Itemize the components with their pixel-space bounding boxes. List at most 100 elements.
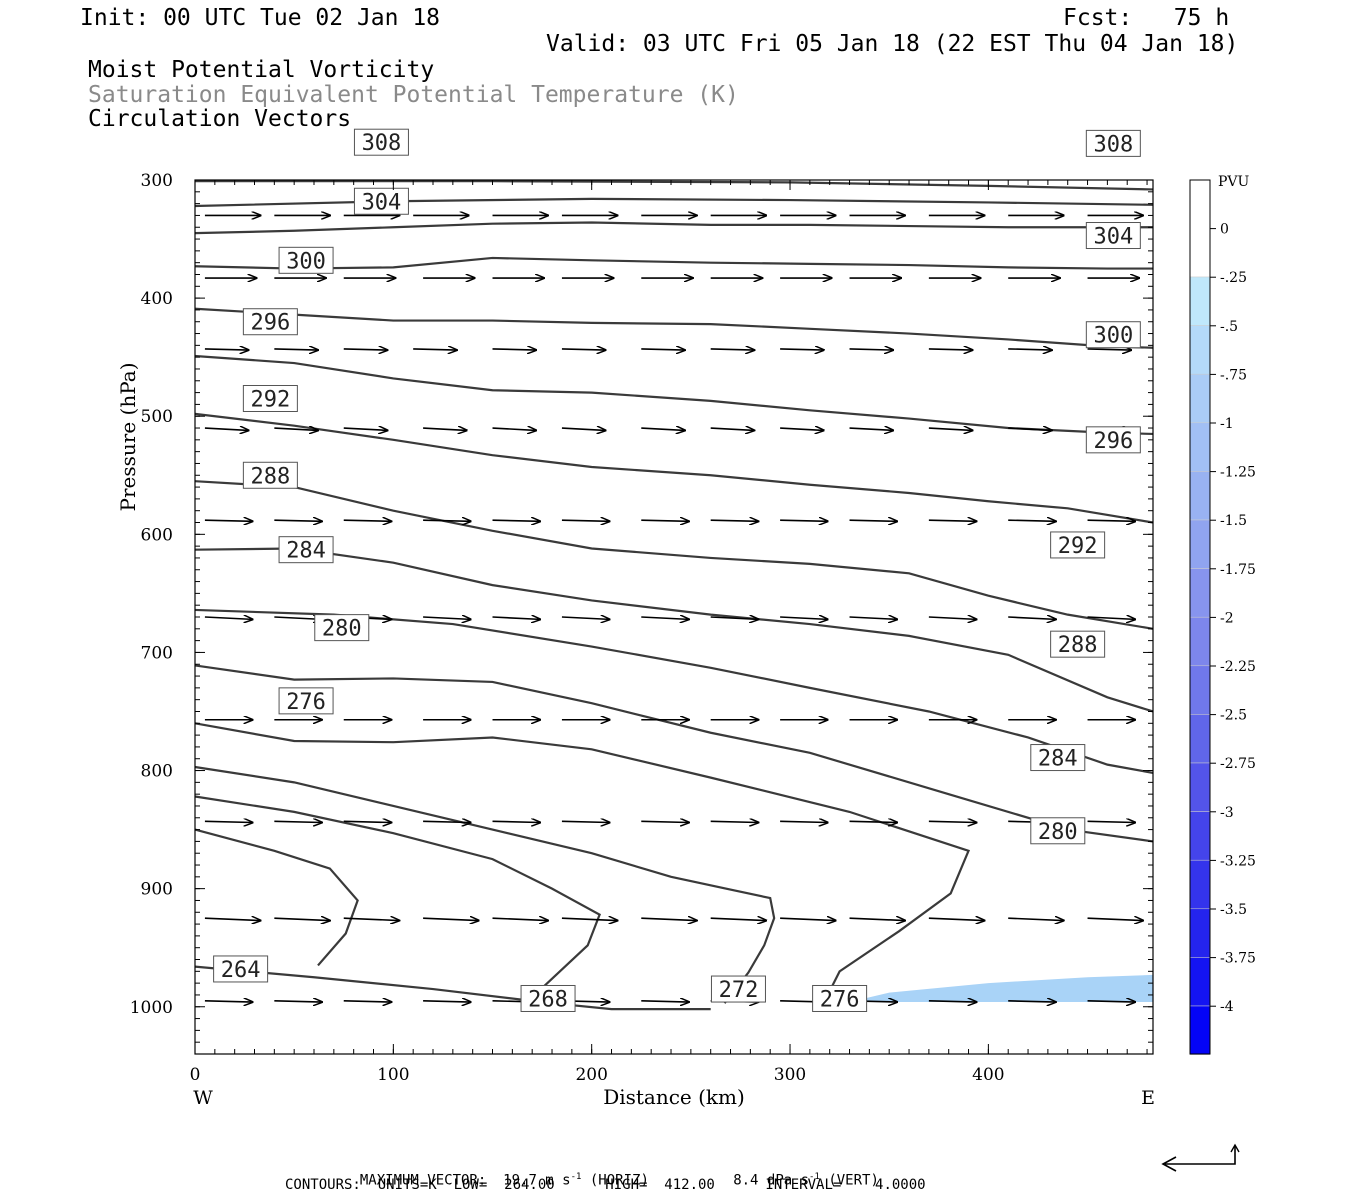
colorbar-swatch: [1189, 714, 1211, 764]
circulation-vector: [849, 918, 906, 920]
circulation-vector: [641, 617, 689, 619]
theta-es-contour: [194, 547, 1154, 713]
circulation-vector: [1008, 617, 1056, 619]
colorbar-label: 0: [1220, 222, 1229, 238]
circulation-vector: [641, 1001, 689, 1002]
contour-label: 272: [719, 978, 759, 1003]
colorbar-swatch: [1189, 665, 1211, 715]
contour-label-box: [1050, 531, 1106, 559]
circulation-vector: [849, 617, 898, 619]
contour-label-box: [278, 687, 334, 715]
field-title-theta-es: Saturation Equivalent Potential Temperat…: [88, 82, 739, 108]
circulation-vector: [928, 428, 973, 430]
contour-label-box: [1050, 630, 1106, 658]
contour-label: 304: [1093, 225, 1133, 250]
circulation-vector: [641, 520, 689, 521]
circulation-vector: [492, 918, 549, 920]
circulation-vector: [928, 617, 977, 619]
circulation-vector: [780, 520, 828, 521]
contour-label: 300: [286, 249, 326, 274]
x-tick-label: 100: [377, 1065, 409, 1085]
colorbar-label: -1.75: [1220, 562, 1256, 578]
circulation-vector: [274, 617, 322, 619]
circulation-vector: [492, 520, 541, 521]
colorbar-label: -4: [1220, 999, 1234, 1015]
circulation-vector: [849, 349, 894, 350]
circulation-vector: [561, 520, 610, 521]
circulation-vector: [641, 349, 685, 350]
max-horiz-value: 19.7 m s: [503, 1172, 571, 1189]
contour-label: 284: [286, 539, 326, 564]
theta-es-contour: [194, 197, 1154, 208]
circulation-vector: [274, 349, 318, 350]
colorbar-swatch: [1189, 471, 1211, 521]
circulation-vector: [204, 617, 253, 619]
contour-label: 264: [221, 958, 261, 983]
circulation-vector: [204, 428, 249, 430]
colorbar-label: -.75: [1220, 367, 1247, 383]
max-vert-unit: (VERT): [828, 1172, 879, 1189]
contour-label-box: [1030, 744, 1086, 772]
circulation-vector: [343, 349, 388, 350]
max-vert-value: 8.4 dPa s: [733, 1172, 810, 1189]
circulation-vector: [561, 349, 606, 350]
circulation-vector: [780, 918, 836, 920]
theta-es-contour: [194, 480, 1154, 630]
circulation-vector: [274, 428, 318, 430]
x-tick-label: 400: [972, 1065, 1004, 1085]
circulation-vector: [928, 520, 977, 521]
y-axis-title: Pressure (hPa): [116, 363, 140, 512]
circulation-vector: [561, 617, 610, 619]
contour-info: CONTOURS: UNITS=K LOW= 264.00 HIGH= 412.…: [285, 1177, 926, 1193]
colorbar-label: -1: [1220, 416, 1234, 432]
circulation-vector: [928, 349, 973, 350]
contour-label: 268: [528, 987, 568, 1012]
circulation-vector: [710, 349, 755, 350]
circulation-vector: [492, 428, 537, 430]
circulation-vector: [1008, 918, 1064, 920]
y-tick-label: 300: [141, 171, 173, 191]
circulation-vector: [780, 617, 828, 619]
colorbar-swatch: [1189, 908, 1211, 958]
forecast-hour: Fcst: 75 h: [1063, 5, 1230, 31]
circulation-vector: [1087, 1001, 1136, 1002]
field-title-mpv: Moist Potential Vorticity: [88, 57, 435, 83]
circulation-vector: [274, 520, 322, 521]
circulation-vector: [423, 821, 471, 822]
contour-label-box: [242, 385, 298, 412]
contour-label: 280: [1038, 820, 1078, 845]
theta-es-contour: [194, 664, 1154, 843]
colorbar-swatch: [1189, 811, 1211, 861]
circulation-vector: [423, 520, 471, 521]
y-tick-label: 700: [141, 643, 173, 663]
colorbar-label: -2.25: [1220, 659, 1256, 675]
colorbar-swatch: [1189, 276, 1211, 326]
circulation-vector: [492, 821, 541, 822]
theta-es-contour: [194, 256, 1153, 270]
circulation-vector: [1087, 918, 1144, 920]
circulation-vector: [928, 821, 977, 822]
circulation-vector: [423, 428, 467, 430]
circulation-vector: [343, 520, 392, 521]
circulation-vector: [710, 821, 759, 822]
max-vector-readout: MAXIMUM VECTOR: 19.7 m s-1 (HORIZ) 8.4 d…: [343, 1159, 879, 1188]
y-tick-label: 500: [141, 407, 173, 427]
circulation-vector: [204, 821, 253, 822]
colorbar-swatch: [1189, 957, 1211, 1007]
theta-es-contour: [194, 221, 1153, 235]
reference-vector-head: [1161, 1156, 1177, 1172]
colorbar-label: -2.5: [1220, 708, 1247, 724]
circulation-vector: [641, 821, 689, 822]
colorbar-label: -3.25: [1220, 853, 1256, 869]
x-tick-label: 200: [575, 1065, 607, 1085]
colorbar-swatch: [1189, 325, 1211, 375]
colorbar-label: -2.75: [1220, 756, 1256, 772]
circulation-vector: [561, 821, 610, 822]
colorbar-swatch: [1189, 519, 1211, 569]
circulation-vector: [492, 349, 537, 350]
max-horiz-unit: (HORIZ): [589, 1172, 649, 1189]
contour-label-box: [812, 984, 868, 1012]
contour-label: 288: [1058, 633, 1098, 658]
circulation-vector: [492, 617, 541, 619]
circulation-vector: [928, 1001, 977, 1002]
